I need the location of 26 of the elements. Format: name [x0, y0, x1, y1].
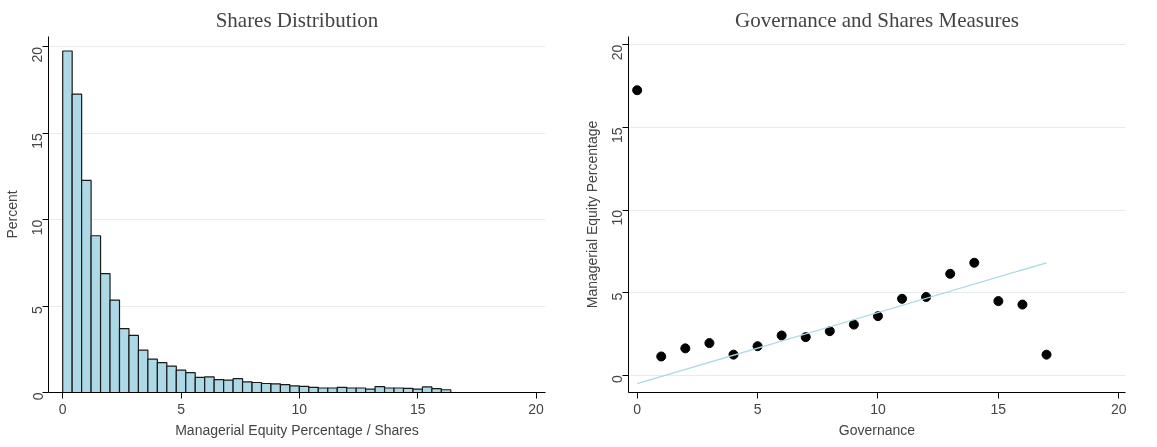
- x-tick-label: 10: [870, 400, 886, 417]
- y-tick-label: 10: [29, 219, 46, 236]
- y-tick-label: 15: [29, 133, 46, 149]
- y-tick-label: 15: [609, 127, 626, 143]
- chart-title: Governance and Shares Measures: [735, 7, 1019, 32]
- x-tick-label: 15: [409, 400, 426, 417]
- x-axis-title: Managerial Equity Percentage / Shares: [175, 421, 419, 438]
- x-tick-label: 5: [177, 400, 186, 417]
- x-tick-label: 10: [291, 400, 308, 417]
- y-tick-label: 20: [29, 46, 46, 63]
- y-axis-title: Managerial Equity Percentage: [583, 120, 600, 309]
- y-tick-label: 10: [609, 209, 626, 226]
- y-tick-label: 0: [609, 375, 626, 384]
- chart-title: Shares Distribution: [215, 7, 379, 32]
- y-tick-label: 0: [29, 392, 46, 401]
- x-axis-title: Governance: [838, 421, 916, 438]
- x-tick-label: 15: [990, 400, 1007, 417]
- x-tick-label: 20: [1110, 400, 1127, 417]
- y-tick-label: 5: [29, 305, 46, 314]
- y-tick-label: 20: [609, 44, 626, 61]
- x-tick-label: 0: [633, 400, 642, 417]
- x-tick-label: 5: [753, 400, 762, 417]
- x-tick-label: 0: [58, 400, 67, 417]
- y-tick-label: 5: [609, 292, 626, 301]
- x-tick-label: 20: [528, 400, 545, 417]
- y-axis-title: Percent: [3, 190, 20, 239]
